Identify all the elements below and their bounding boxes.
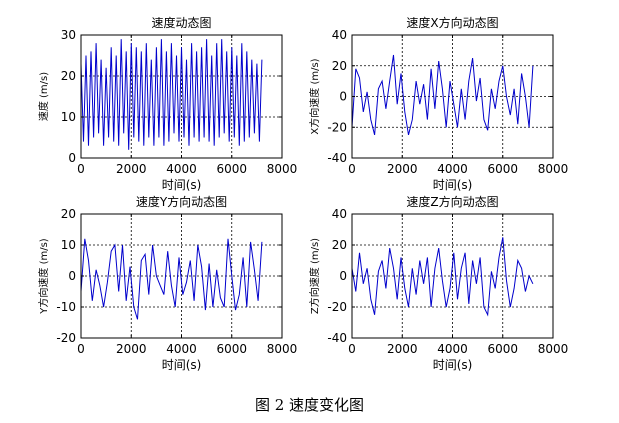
y-tick-label: -40	[327, 151, 347, 165]
y-tick-label: -20	[327, 300, 347, 314]
series-line-1	[80, 238, 263, 320]
y-tick-label: 20	[61, 69, 76, 83]
chart-title: 速度Z方向动态图	[406, 194, 498, 209]
y-tick-label: -10	[56, 300, 76, 314]
x-tick-label: 0	[348, 162, 356, 176]
x-tick-label: 4000	[437, 342, 468, 356]
y-tick-label: 0	[339, 269, 347, 283]
y-tick-label: 0	[68, 269, 76, 283]
x-tick-label: 0	[77, 162, 85, 176]
x-tick-label: 0	[348, 342, 356, 356]
x-tick-label: 6000	[216, 342, 247, 356]
x-axis-label: 时间(s)	[433, 178, 473, 192]
x-axis-label: 时间(s)	[162, 358, 202, 372]
y-tick-label: 10	[61, 238, 76, 252]
x-axis-label: 时间(s)	[433, 358, 473, 372]
x-tick-label: 8000	[267, 342, 298, 356]
x-tick-label: 6000	[487, 162, 518, 176]
x-tick-label: 0	[77, 342, 85, 356]
figure-caption: 图 2 速度变化图	[254, 396, 365, 414]
x-tick-label: 4000	[166, 342, 197, 356]
y-axis-label: 速度 (m/s)	[37, 72, 50, 121]
series-line-1	[351, 54, 534, 136]
x-tick-label: 8000	[538, 162, 569, 176]
x-tick-label: 6000	[216, 162, 247, 176]
y-tick-label: 40	[332, 207, 347, 221]
x-tick-label: 8000	[538, 342, 569, 356]
chart-panel-3: 0 2000 4000 6000 8000 -20 -10 0 10 20 速度Y方向动态图时间(s…	[37, 194, 297, 372]
y-axis-label: Y方向速度 (m/s)	[37, 238, 50, 315]
y-tick-label: -20	[327, 120, 347, 134]
x-axis-label: 时间(s)	[162, 178, 202, 192]
series-line-1	[351, 237, 534, 317]
y-tick-label: -20	[56, 331, 76, 345]
y-axis-label: X方向速度 (m/s)	[308, 58, 321, 134]
chart-title: 速度Y方向动态图	[136, 194, 227, 209]
y-tick-label: 40	[332, 28, 347, 42]
x-tick-label: 4000	[166, 162, 197, 176]
x-tick-label: 2000	[116, 162, 147, 176]
y-tick-label: 0	[68, 151, 76, 165]
x-tick-label: 6000	[487, 342, 518, 356]
y-tick-label: 30	[61, 28, 76, 42]
y-tick-label: 0	[339, 90, 347, 104]
y-tick-label: -40	[327, 331, 347, 345]
chart-panel-2: 0 2000 4000 6000 8000 -40 -20 0 20 40 速度X方向动态图时间(s…	[308, 15, 568, 192]
series-line-1	[80, 39, 263, 150]
x-tick-label: 8000	[267, 162, 298, 176]
chart-title: 速度X方向动态图	[406, 15, 498, 30]
chart-panel-4: 0 2000 4000 6000 8000 -40 -20 0 20 40 速度Z方向动态图时间(s…	[308, 194, 568, 372]
y-tick-label: 20	[332, 238, 347, 252]
x-tick-label: 2000	[387, 342, 418, 356]
x-tick-label: 2000	[387, 162, 418, 176]
y-tick-label: 10	[61, 110, 76, 124]
y-tick-label: 20	[61, 207, 76, 221]
chart-title: 速度动态图	[151, 15, 211, 30]
x-tick-label: 4000	[437, 162, 468, 176]
y-axis-label: Z方向速度 (m/s)	[308, 238, 321, 314]
y-tick-label: 20	[332, 59, 347, 73]
x-tick-label: 2000	[116, 342, 147, 356]
